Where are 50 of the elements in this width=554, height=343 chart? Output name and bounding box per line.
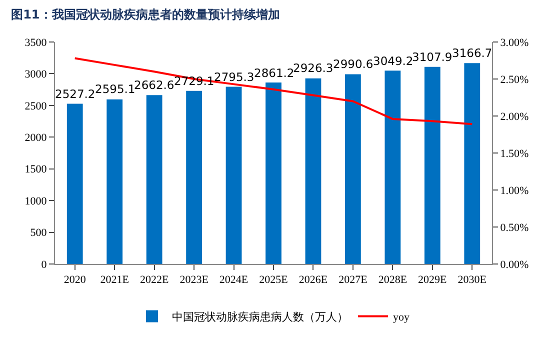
x-tick-label: 2027E: [338, 274, 368, 286]
bar: [146, 95, 162, 264]
x-tick-label: 2023E: [180, 274, 209, 286]
legend-label: yoy: [393, 312, 410, 324]
data-label: 2861.2: [254, 66, 294, 80]
bar: [464, 63, 480, 264]
y2-tick-label: 1.00%: [500, 184, 529, 197]
data-label: 2527.2: [55, 87, 96, 101]
x-tick-label: 2028E: [378, 274, 408, 286]
y2-tick-label: 3.00%: [500, 36, 529, 49]
y-tick-label: 3000: [24, 68, 48, 81]
y2-tick-label: 2.00%: [500, 110, 529, 123]
bar: [226, 86, 242, 264]
chart-title: 图11：我国冠状动脉疾病患者的数量预计持续增加: [11, 8, 280, 22]
x-tick-label: 2025E: [259, 274, 288, 286]
x-tick-label: 2021E: [100, 274, 130, 286]
y-tick-label: 1500: [24, 164, 48, 176]
legend-label: 中国冠状动脉疾病患病人数（万人）: [172, 310, 348, 324]
y2-tick-label: 2.50%: [500, 74, 529, 86]
x-tick-label: 2022E: [140, 274, 169, 286]
x-tick-label: 2030E: [458, 274, 487, 286]
bar: [305, 78, 322, 264]
data-label: 2662.6: [134, 78, 174, 92]
y-tick-label: 2500: [24, 100, 48, 112]
y2-tick-label: 0.00%: [500, 258, 529, 271]
data-label: 3107.9: [412, 50, 452, 64]
data-label: 3166.7: [452, 46, 492, 60]
y-tick-label: 1000: [24, 195, 48, 208]
y2-tick-label: 0.50%: [500, 222, 529, 234]
bar: [66, 104, 83, 264]
x-tick-label: 2026E: [298, 274, 328, 286]
x-tick-label: 2024E: [219, 274, 248, 286]
data-label: 2795.3: [214, 70, 254, 84]
y-tick-label: 3500: [24, 36, 48, 49]
y2-tick-label: 1.50%: [500, 148, 529, 160]
x-tick-label: 2029E: [418, 274, 448, 286]
bar: [266, 82, 282, 264]
bar: [345, 74, 361, 264]
data-label: 2926.3: [293, 61, 334, 75]
data-label: 2990.6: [333, 57, 374, 71]
y-tick-label: 500: [30, 227, 48, 240]
bar: [384, 70, 401, 264]
bar: [106, 99, 123, 264]
y-tick-label: 2000: [24, 132, 48, 144]
data-label: 2595.1: [95, 82, 136, 96]
y-tick-label: 0: [41, 258, 48, 271]
bar: [186, 90, 202, 264]
x-tick-label: 2020: [64, 274, 86, 286]
data-label: 3049.2: [373, 54, 414, 68]
bar: [424, 66, 440, 264]
